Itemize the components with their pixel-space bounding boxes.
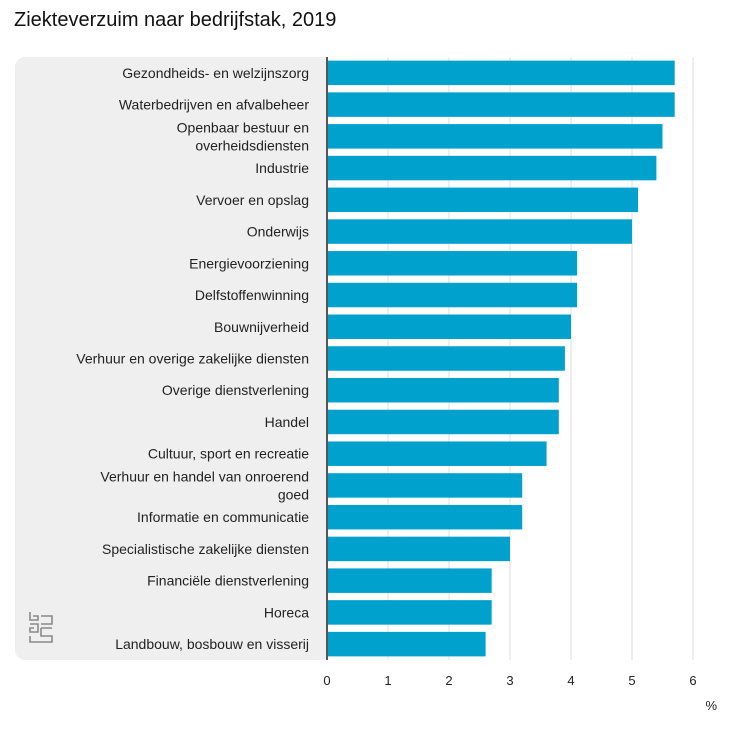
x-tick-label: 4 <box>567 673 574 688</box>
bar <box>327 124 663 149</box>
x-axis-unit-label: % <box>705 698 717 713</box>
x-tick-label: 3 <box>506 673 513 688</box>
bars <box>327 60 675 657</box>
category-label: Gezondheids- en welzijnszorg <box>122 65 309 81</box>
bar <box>327 219 632 244</box>
bar <box>327 282 578 308</box>
category-label: Vervoer en opslag <box>196 192 309 208</box>
bar <box>327 504 523 530</box>
category-label: Delfstoffenwinning <box>195 287 309 303</box>
category-label: Energievoorziening <box>189 255 309 271</box>
category-label: Industrie <box>255 160 309 176</box>
x-tick-label: 2 <box>445 673 452 688</box>
bar <box>327 251 578 276</box>
bar <box>327 377 559 403</box>
bar <box>327 187 639 213</box>
category-label: Onderwijs <box>247 224 309 240</box>
category-label: Landbouw, bosbouw en visserij <box>115 636 309 652</box>
bar <box>327 600 492 625</box>
category-label: Verhuur en overige zakelijke diensten <box>76 351 309 367</box>
bar <box>327 314 571 340</box>
x-tick-label: 5 <box>628 673 635 688</box>
bar <box>327 568 492 593</box>
bar <box>327 441 547 466</box>
chart-title: Ziekteverzuim naar bedrijfstak, 2019 <box>14 9 337 31</box>
category-label: Cultuur, sport en recreatie <box>148 446 309 462</box>
category-label: Handel <box>265 414 309 430</box>
x-axis-ticks: 0 1 2 3 4 5 6 <box>323 673 696 688</box>
bar <box>327 536 510 562</box>
category-label-panel <box>15 57 326 660</box>
category-label: Informatie en communicatie <box>137 509 309 525</box>
bar <box>327 60 675 86</box>
bar <box>327 346 565 371</box>
category-label: Bouwnijverheid <box>214 319 309 335</box>
category-label: Horeca <box>264 604 309 620</box>
category-label: Overige dienstverlening <box>162 382 309 398</box>
bar <box>327 92 675 117</box>
x-tick-label: 6 <box>689 673 696 688</box>
category-labels: Gezondheids- en welzijnszorg Waterbedrijv… <box>76 65 309 652</box>
category-label: Verhuur en handel van onroerend <box>100 468 309 484</box>
bar <box>327 473 523 498</box>
category-label: Specialistische zakelijke diensten <box>102 541 309 557</box>
category-label: Waterbedrijven en afvalbeheer <box>119 97 309 113</box>
x-tick-label: 0 <box>323 673 330 688</box>
x-tick-label: 1 <box>384 673 391 688</box>
bar <box>327 409 559 435</box>
category-label: Financiële dienstverlening <box>147 573 309 589</box>
category-label: Openbaar bestuur en <box>177 119 309 135</box>
category-label: goed <box>278 486 309 502</box>
bar <box>327 631 486 657</box>
cbs-logo-icon <box>29 612 53 643</box>
bar <box>327 155 657 181</box>
category-label: overheidsdiensten <box>195 137 309 153</box>
